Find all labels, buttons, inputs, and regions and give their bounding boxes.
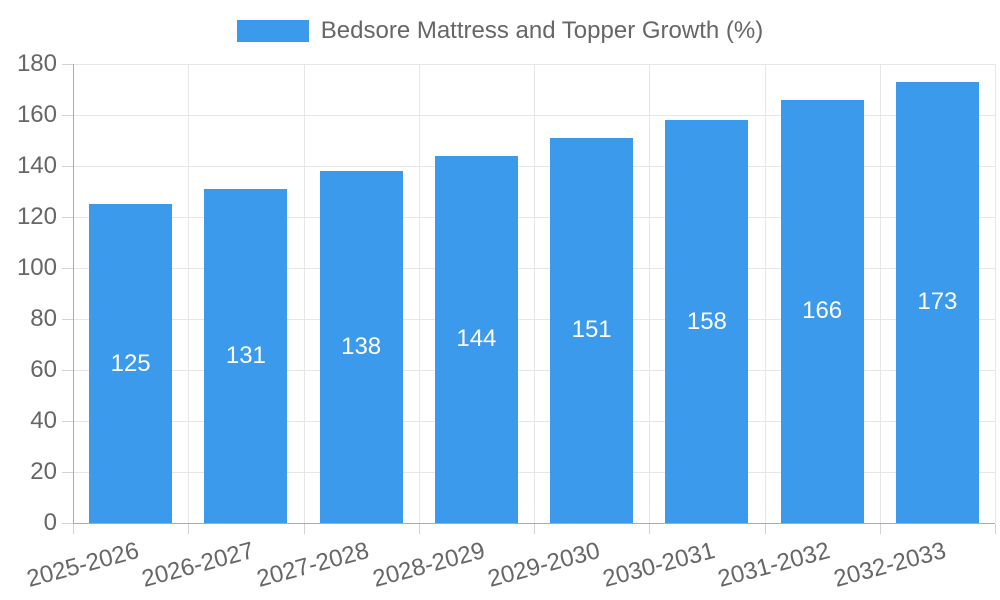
y-axis-label: 60 (30, 356, 57, 383)
y-axis-label: 120 (16, 203, 57, 230)
y-axis-label: 180 (16, 50, 57, 77)
y-axis-tick (62, 421, 73, 422)
y-axis-label: 40 (30, 407, 57, 434)
x-axis-tick (649, 524, 651, 534)
x-axis-line (73, 523, 995, 524)
chart-legend: Bedsore Mattress and Topper Growth (%) (0, 17, 1000, 45)
y-axis-tick (62, 472, 73, 473)
bar-2029-2030[interactable]: 151 (550, 137, 634, 523)
gridline-vertical (303, 64, 305, 523)
bar-2031-2032[interactable]: 166 (780, 99, 864, 523)
gridline-vertical (879, 64, 881, 523)
gridline-vertical (418, 64, 420, 523)
bar-2025-2026[interactable]: 125 (89, 204, 173, 523)
y-axis-label: 80 (30, 305, 57, 332)
bar-value-label: 138 (341, 333, 382, 361)
gridline-vertical (534, 64, 535, 523)
gridline-vertical (995, 64, 996, 523)
x-axis-label: 2027-2028 (254, 537, 373, 593)
x-axis-tick (303, 524, 305, 534)
x-axis-label: 2030-2031 (600, 537, 718, 593)
x-axis-label: 2032-2033 (830, 537, 949, 593)
y-axis-tick (62, 64, 73, 65)
y-axis-tick (62, 319, 73, 320)
x-axis-label: 2029-2030 (484, 537, 603, 593)
legend-swatch (236, 20, 309, 42)
x-axis-tick (188, 524, 190, 534)
y-axis-label: 160 (16, 101, 57, 128)
y-axis-line (73, 64, 74, 524)
bar-value-label: 166 (802, 297, 843, 325)
bar-2032-2033[interactable]: 173 (895, 81, 979, 523)
x-axis-tick (73, 524, 74, 534)
gridline-vertical (764, 64, 766, 523)
y-axis-tick (62, 370, 73, 371)
y-axis-tick (62, 166, 73, 167)
legend-label: Bedsore Mattress and Topper Growth (%) (320, 17, 764, 44)
x-axis-label: 2031-2032 (715, 537, 834, 593)
x-axis-tick (764, 524, 766, 534)
bar-2030-2031[interactable]: 158 (665, 120, 749, 523)
bar-value-label: 173 (917, 288, 958, 316)
x-axis-tick (995, 524, 996, 534)
gridline-vertical (188, 64, 190, 523)
bar-2026-2027[interactable]: 131 (204, 188, 288, 523)
y-axis-tick (62, 523, 73, 524)
y-axis-label: 100 (16, 254, 57, 281)
y-axis-label: 140 (16, 152, 57, 179)
bar-2027-2028[interactable]: 138 (319, 171, 403, 523)
bar-value-label: 158 (686, 307, 727, 335)
bar-value-label: 151 (571, 316, 612, 344)
x-axis-tick (534, 524, 535, 534)
y-axis-tick (62, 268, 73, 269)
x-axis-tick (879, 524, 881, 534)
x-axis-label: 2026-2027 (139, 537, 257, 593)
x-axis-label: 2028-2029 (369, 537, 488, 593)
y-axis-tick (62, 115, 73, 116)
legend-item[interactable]: Bedsore Mattress and Topper Growth (%) (236, 17, 764, 45)
bar-value-label: 131 (225, 341, 266, 369)
bar-2028-2029[interactable]: 144 (434, 155, 518, 523)
y-axis-tick (62, 217, 73, 218)
x-axis-label: 2025-2026 (23, 537, 142, 593)
y-axis-label: 0 (43, 509, 57, 536)
gridline-vertical (649, 64, 651, 523)
x-axis-tick (418, 524, 420, 534)
bar-value-label: 144 (456, 325, 497, 353)
y-axis-label: 20 (30, 458, 57, 485)
bar-value-label: 125 (110, 349, 151, 377)
